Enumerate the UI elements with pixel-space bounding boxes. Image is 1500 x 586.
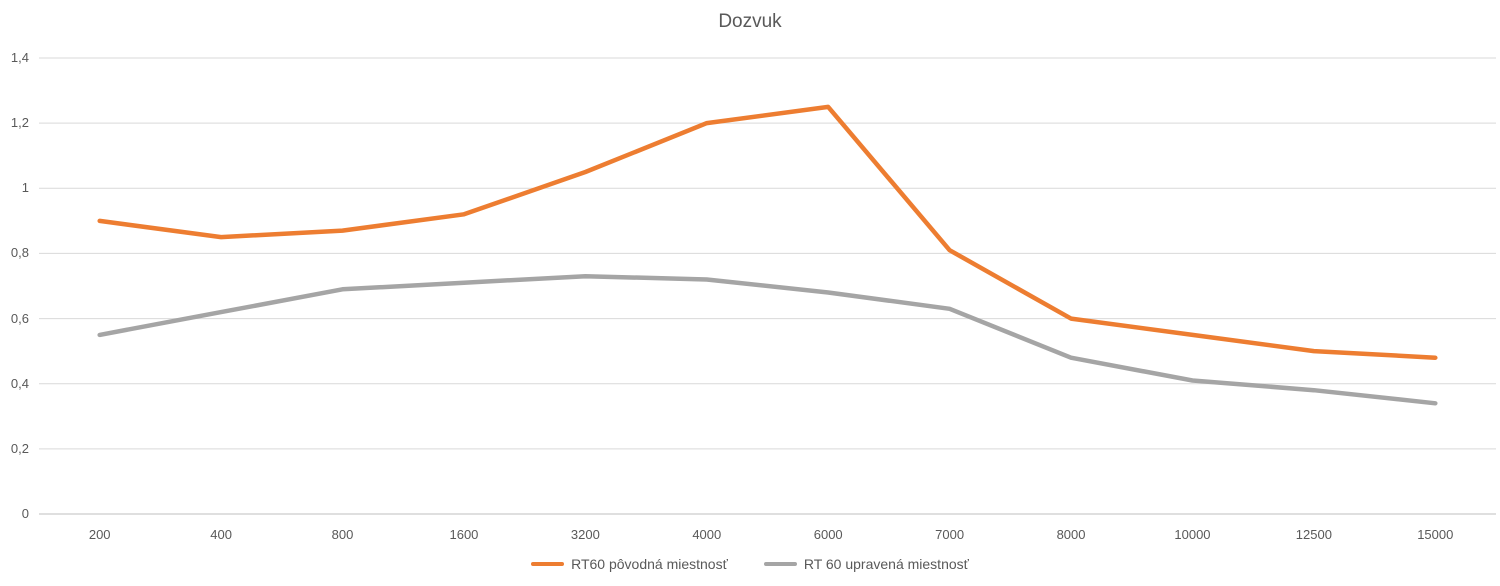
- x-tick-label: 7000: [935, 527, 965, 542]
- x-tick-label: 800: [331, 527, 354, 542]
- y-tick-label: 0,4: [10, 375, 29, 391]
- chart-title: Dozvuk: [718, 11, 782, 32]
- x-tick-label: 1600: [449, 527, 479, 542]
- legend-label-original-room: RT60 pôvodná miestnosť: [571, 556, 728, 572]
- y-tick-label: 1,2: [10, 115, 29, 131]
- legend-item-treated-room: RT 60 upravená miestnosť: [763, 556, 969, 572]
- y-tick-label: 0,6: [10, 310, 29, 326]
- legend-item-original-room: RT60 pôvodná miestnosť: [531, 556, 728, 572]
- x-tick-label: 400: [210, 527, 232, 542]
- legend-swatch-treated-room: [763, 561, 797, 567]
- x-tick-label: 3200: [570, 527, 600, 542]
- x-tick-label: 6000: [813, 527, 843, 542]
- x-tick-label: 12500: [1295, 527, 1332, 542]
- x-tick-label: 10000: [1174, 527, 1211, 542]
- y-tick-label: 0,2: [10, 440, 29, 456]
- x-tick-label: 200: [88, 527, 111, 542]
- legend-swatch-original-room: [531, 561, 565, 567]
- y-tick-label: 1: [21, 180, 29, 196]
- x-tick-label: 4000: [692, 527, 722, 542]
- series-line-0: [97, 104, 1438, 360]
- x-tick-label: 15000: [1417, 527, 1454, 542]
- legend-label-treated-room: RT 60 upravená miestnosť: [803, 556, 969, 572]
- series-line-1: [97, 273, 1438, 406]
- y-tick-label: 1,4: [10, 50, 29, 65]
- x-tick-label: 8000: [1056, 527, 1086, 542]
- y-tick-label: 0: [21, 506, 29, 521]
- y-tick-label: 0,8: [10, 245, 29, 261]
- legend: RT60 pôvodná miestnosť RT 60 upravená mi…: [0, 556, 1500, 572]
